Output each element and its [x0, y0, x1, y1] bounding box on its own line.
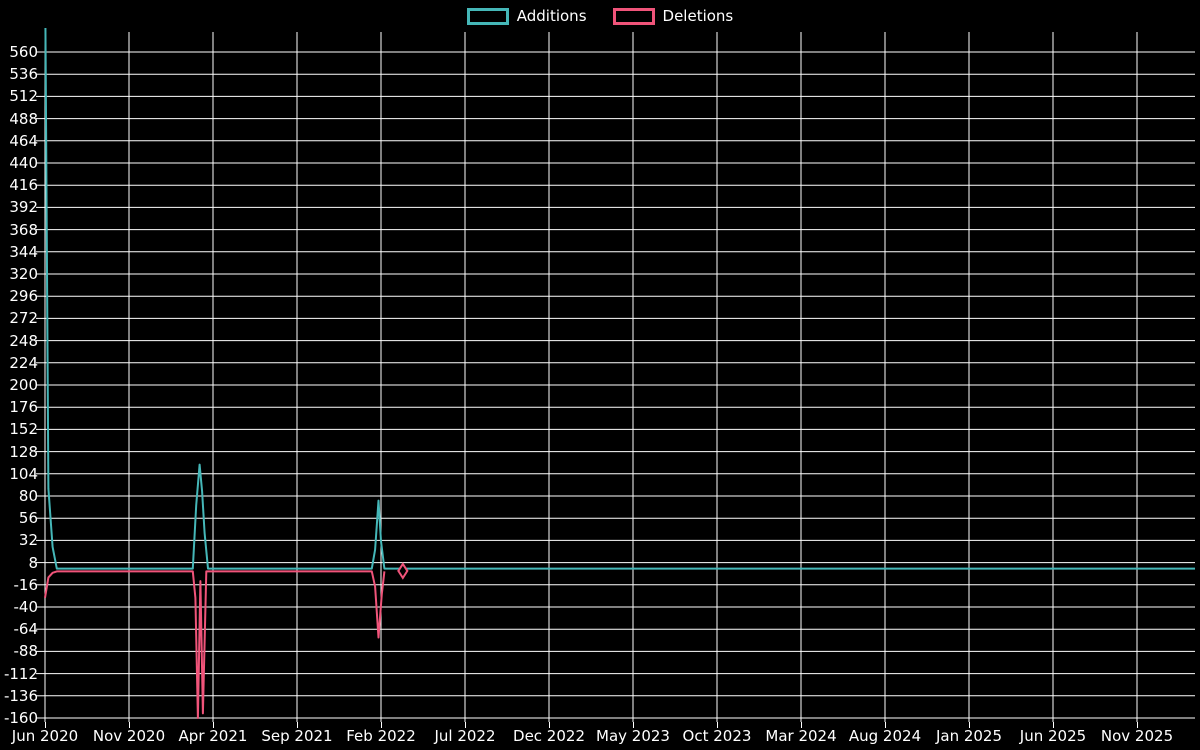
- x-axis-tick: [885, 722, 886, 728]
- x-tick-label: Dec 2022: [513, 727, 585, 745]
- x-tick-label: Mar 2024: [765, 727, 837, 745]
- legend: Additions Deletions: [0, 7, 1200, 25]
- x-tick-label: Apr 2021: [178, 727, 248, 745]
- y-tick-label: 416: [9, 176, 38, 195]
- legend-label-deletions: Deletions: [662, 7, 734, 25]
- x-axis-tick: [717, 722, 718, 728]
- y-tick-label: -88: [13, 642, 39, 661]
- y-tick-label: -16: [13, 575, 39, 594]
- y-tick-label: 176: [9, 398, 38, 417]
- plot-svg: [36, 28, 1195, 722]
- x-axis-tick: [297, 722, 298, 728]
- x-axis-tick: [633, 722, 634, 728]
- x-tick-label: Jul 2022: [434, 727, 496, 745]
- deletions-swatch-icon: [612, 7, 655, 25]
- x-axis-tick: [969, 722, 970, 728]
- deletions-line: [44, 570, 386, 719]
- x-axis-tick: [1053, 722, 1054, 728]
- y-tick-label: 392: [9, 198, 38, 217]
- x-tick-label: Aug 2024: [848, 727, 922, 745]
- x-tick-label: Jan 2025: [935, 727, 1003, 745]
- y-tick-label: 344: [9, 242, 38, 261]
- y-tick-label: -64: [13, 620, 39, 639]
- y-tick-label: 128: [9, 442, 38, 461]
- x-axis-tick: [45, 722, 46, 728]
- x-axis-tick: [801, 722, 802, 728]
- y-tick-label: 488: [9, 109, 38, 128]
- y-tick-label: 560: [9, 43, 38, 61]
- y-tick-label: 8: [28, 553, 38, 572]
- x-axis-tick: [213, 722, 214, 728]
- y-tick-label: -160: [3, 709, 38, 727]
- y-tick-label: 272: [9, 309, 38, 328]
- x-tick-label: Nov 2025: [1100, 727, 1174, 745]
- y-tick-label: 80: [18, 487, 38, 505]
- y-tick-label: 512: [9, 87, 38, 106]
- x-axis-tick: [1137, 722, 1138, 728]
- y-tick-label: 104: [9, 464, 38, 483]
- x-tick-label: Feb 2022: [346, 727, 416, 745]
- x-tick-label: May 2023: [596, 727, 670, 745]
- additions-line: [44, 28, 1195, 570]
- y-tick-label: 248: [9, 331, 38, 350]
- isolated-point-diamond-icon: [397, 562, 409, 580]
- y-tick-label: 464: [9, 131, 38, 150]
- y-tick-label: 536: [9, 65, 38, 84]
- y-tick-label: 440: [9, 154, 38, 172]
- x-tick-label: Sep 2021: [261, 727, 333, 745]
- y-tick-label: 152: [9, 420, 38, 439]
- y-tick-label: -112: [3, 664, 38, 683]
- legend-item-additions[interactable]: Additions: [466, 7, 587, 25]
- y-tick-label: 320: [9, 265, 38, 283]
- y-tick-label: -40: [13, 598, 39, 616]
- x-tick-label: Nov 2020: [92, 727, 166, 745]
- y-tick-label: 368: [9, 220, 38, 239]
- x-tick-label: Jun 2025: [1019, 727, 1087, 745]
- y-tick-label: 200: [9, 376, 38, 394]
- x-axis-tick: [549, 722, 550, 728]
- x-axis-tick: [465, 722, 466, 728]
- additions-swatch-icon: [466, 7, 509, 25]
- x-axis-tick: [381, 722, 382, 728]
- legend-item-deletions[interactable]: Deletions: [612, 7, 734, 25]
- x-tick-label: Jun 2020: [11, 727, 79, 745]
- x-tick-label: Oct 2023: [682, 727, 752, 745]
- y-tick-label: 224: [9, 353, 38, 372]
- x-axis-tick: [129, 722, 130, 728]
- y-tick-label: 296: [9, 287, 38, 306]
- y-tick-label: 32: [18, 531, 38, 550]
- y-tick-label: 56: [18, 509, 38, 528]
- legend-label-additions: Additions: [516, 7, 587, 25]
- y-tick-label: -136: [3, 686, 38, 705]
